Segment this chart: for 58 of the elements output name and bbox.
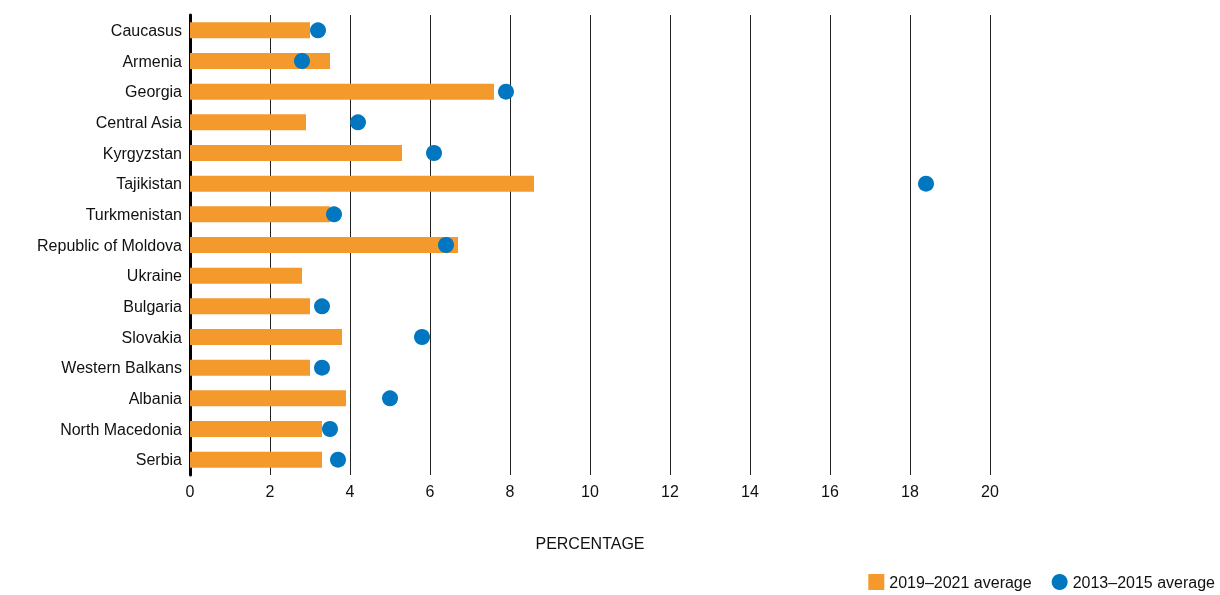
bar [190, 390, 346, 407]
x-tick-label: 16 [821, 482, 839, 500]
bar [190, 206, 330, 223]
y-tick-label: Georgia [125, 83, 183, 101]
point [382, 390, 398, 407]
x-tick-label: 14 [741, 482, 759, 500]
point [330, 451, 346, 468]
bar [190, 451, 322, 468]
y-tick-label: Western Balkans [61, 359, 182, 377]
point [294, 53, 310, 69]
y-tick-label: Central Asia [95, 113, 183, 131]
y-tick-label: Republic of Moldova [37, 236, 183, 254]
bar [190, 53, 330, 69]
bar [190, 267, 302, 284]
y-tick-label: Armenia [122, 52, 183, 70]
x-tick-label: 20 [981, 482, 999, 500]
bar [190, 22, 310, 39]
point [322, 421, 338, 437]
y-tick-label: Slovakia [121, 328, 183, 346]
point [310, 22, 326, 39]
y-tick-label: Serbia [135, 451, 183, 469]
x-tick-label: 0 [185, 482, 195, 500]
bar [190, 298, 310, 315]
x-tick-label: 6 [425, 482, 435, 500]
x-axis-title: PERCENTAGE [535, 534, 645, 552]
y-tick-label: North Macedonia [60, 420, 183, 438]
point [918, 175, 934, 192]
x-tick-label: 12 [661, 482, 679, 500]
point [350, 114, 366, 131]
bar [190, 83, 494, 100]
y-tick-label: Turkmenistan [85, 205, 182, 223]
point [326, 206, 342, 223]
y-tick-label: Kyrgyzstan [102, 144, 182, 162]
y-tick-label: Albania [128, 389, 183, 407]
x-tick-label: 8 [505, 482, 515, 500]
y-tick-label: Bulgaria [123, 297, 183, 315]
legend-label: 2013–2015 average [1072, 573, 1216, 591]
point [314, 298, 330, 315]
point [498, 83, 514, 100]
point [426, 145, 442, 161]
point [314, 359, 330, 376]
bar [190, 237, 458, 253]
y-tick-label: Caucasus [110, 21, 182, 39]
y-tick-label: Tajikistan [116, 175, 182, 193]
bar [190, 359, 310, 376]
x-tick-label: 2 [265, 482, 275, 500]
bar [190, 114, 306, 131]
bar [190, 175, 534, 192]
x-tick-label: 18 [901, 482, 919, 500]
point [438, 237, 454, 253]
point [414, 329, 430, 345]
y-tick-label: Ukraine [126, 267, 183, 285]
bar [190, 421, 322, 437]
bar [190, 329, 342, 345]
x-tick-label: 10 [581, 482, 599, 500]
x-tick-label: 4 [345, 482, 355, 500]
bar [190, 145, 402, 161]
legend-label: 2019–2021 average [889, 573, 1032, 591]
